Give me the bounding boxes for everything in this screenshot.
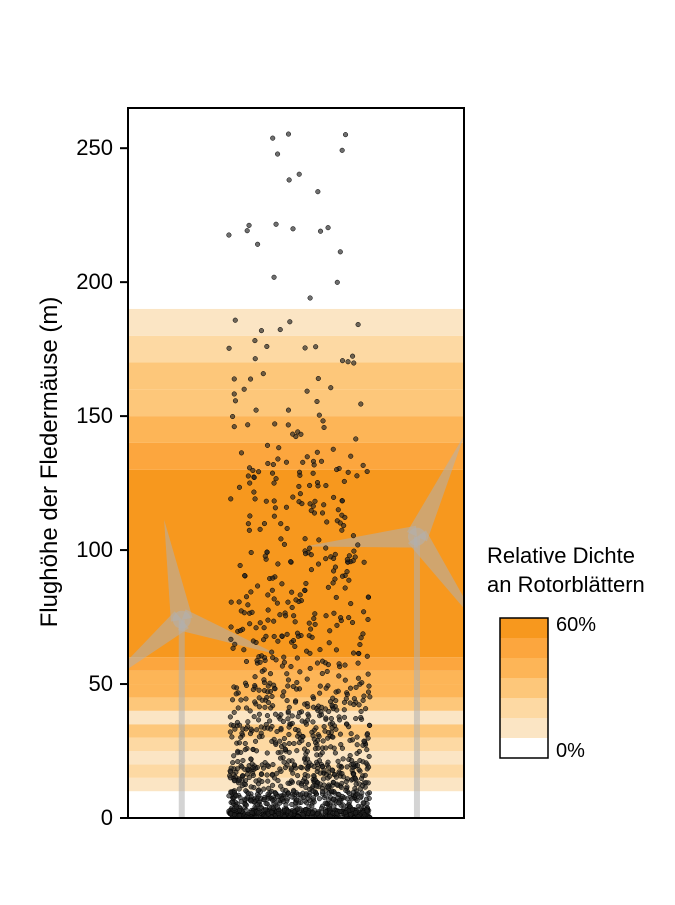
y-tick-label: 100 bbox=[65, 537, 113, 563]
y-tick-label: 150 bbox=[65, 403, 113, 429]
legend-title-line2: an Rotorblättern bbox=[487, 572, 645, 597]
y-tick-label: 0 bbox=[65, 805, 113, 831]
y-tick-label: 200 bbox=[65, 269, 113, 295]
y-axis-label: Flughöhe der Fledermäuse (m) bbox=[36, 292, 64, 632]
legend-title: Relative Dichte an Rotorblättern bbox=[487, 542, 645, 599]
legend-top-label: 60% bbox=[556, 614, 596, 637]
legend-bottom-label: 0% bbox=[556, 740, 585, 763]
legend-title-line1: Relative Dichte bbox=[487, 543, 635, 568]
y-tick-label: 50 bbox=[65, 671, 113, 697]
y-tick-label: 250 bbox=[65, 135, 113, 161]
density-bands bbox=[128, 309, 464, 791]
